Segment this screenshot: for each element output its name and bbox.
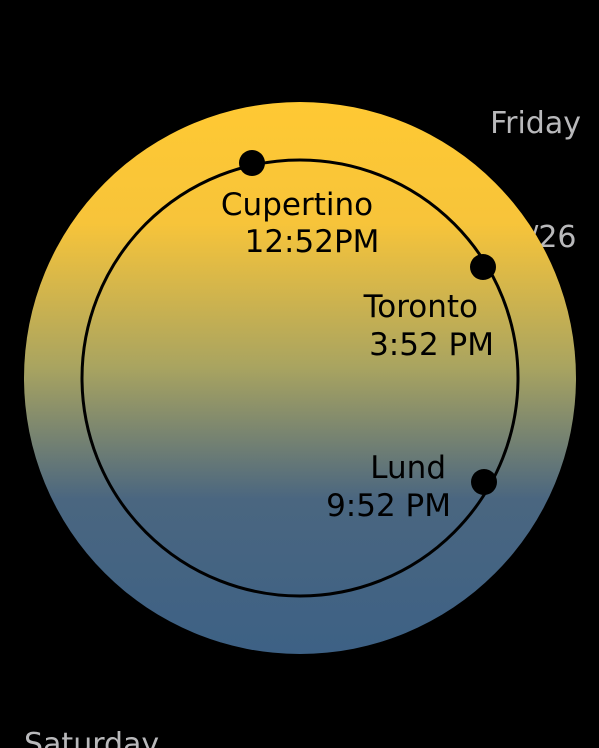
time-ring — [80, 158, 520, 598]
city-name-lund: Lund — [370, 450, 446, 486]
day-night-disc — [24, 102, 576, 654]
city-name-toronto: Toronto — [363, 289, 478, 325]
city-time-cupertino: 12:52PM — [245, 224, 380, 260]
city-time-toronto: 3:52 PM — [369, 327, 494, 363]
tomorrow-date-label: Saturday 01/27 — [24, 650, 159, 748]
city-marker-cupertino[interactable] — [239, 150, 265, 176]
city-name-cupertino: Cupertino — [221, 187, 373, 223]
city-time-lund: 9:52 PM — [326, 488, 451, 524]
today-day: Friday — [490, 106, 581, 141]
tomorrow-day: Saturday — [24, 727, 160, 748]
city-marker-lund[interactable] — [471, 469, 497, 495]
city-marker-toronto[interactable] — [470, 254, 496, 280]
